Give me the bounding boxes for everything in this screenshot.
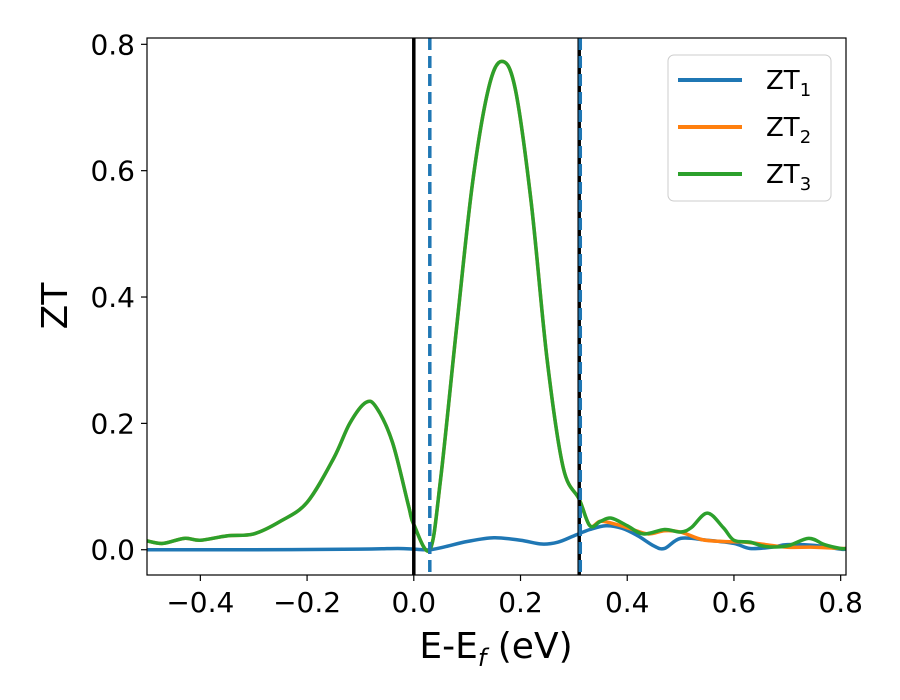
- x-tick-label: 0.4: [605, 586, 650, 619]
- x-axis-label: E-Ef (eV): [419, 626, 572, 672]
- legend-label-zt3: ZT3: [766, 160, 811, 195]
- x-tick-label: −0.4: [166, 586, 234, 619]
- y-tick-label: 0.0: [90, 534, 135, 567]
- y-tick-label: 0.4: [90, 281, 135, 314]
- x-tick-label: 0.6: [712, 586, 757, 619]
- legend-label-zt1: ZT1: [766, 66, 811, 101]
- x-tick-label: 0.8: [818, 586, 863, 619]
- x-axis-label-main: E-E: [419, 626, 477, 667]
- legend: ZT1 ZT2 ZT3: [667, 54, 832, 202]
- y-tick-label: 0.6: [90, 155, 135, 188]
- legend-label-zt2: ZT2: [766, 113, 811, 148]
- y-tick-label: 0.2: [90, 407, 135, 440]
- x-tick-label: 0.2: [498, 586, 543, 619]
- y-axis-ticks: 0.0 0.2 0.4 0.6 0.8: [90, 28, 147, 567]
- legend-box: [667, 54, 832, 202]
- plot-frame: [146, 37, 847, 576]
- vertical-lines-layer: [412, 38, 583, 575]
- series-line-zt3: [147, 59, 846, 553]
- x-axis-label-suffix: (eV): [486, 626, 572, 667]
- x-axis-ticks: −0.4 −0.2 0.0 0.2 0.4 0.6 0.8: [166, 575, 863, 619]
- y-tick-label: 0.8: [90, 28, 135, 61]
- x-tick-label: −0.2: [273, 586, 341, 619]
- y-axis-label: ZT: [35, 282, 76, 330]
- x-tick-label: 0.0: [392, 586, 437, 619]
